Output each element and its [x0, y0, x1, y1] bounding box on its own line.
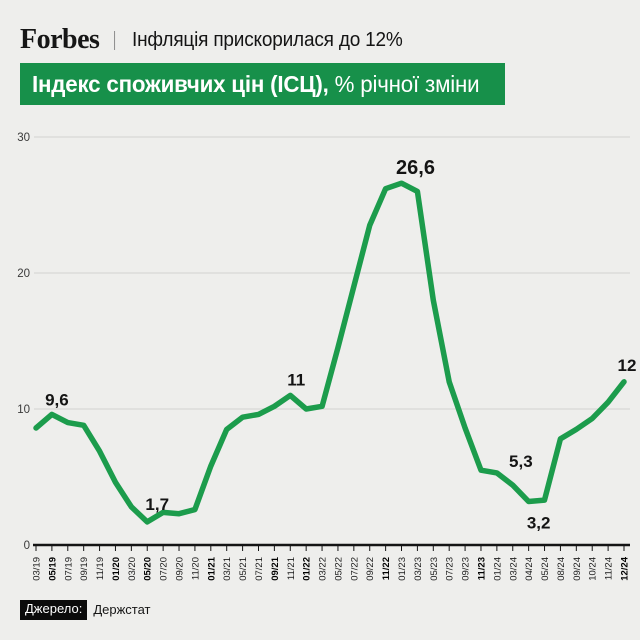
x-tick-label: 09/22 [365, 557, 376, 581]
x-tick-label: 05/24 [540, 557, 551, 581]
callout-05/19: 9,6 [45, 390, 69, 409]
x-tick-label: 05/20 [143, 557, 154, 581]
x-axis-ticks [35, 546, 625, 551]
value-callouts: 9,6 1,7 11 26,6 5,3 3,2 12 [45, 157, 636, 532]
source-label-badge: Джерело: [20, 600, 88, 620]
x-tick-label: 03/23 [413, 557, 424, 581]
callout-05/20: 1,7 [145, 495, 169, 514]
chart-title: Індекс споживчих цін (ІСЦ), % річної змі… [32, 70, 480, 97]
chart-title-sub: % річної зміни [328, 70, 480, 97]
source-row: Джерело: Держстат [20, 600, 151, 620]
headline: Інфляція прискорилася до 12% [131, 28, 403, 51]
callout-01/24: 5,3 [509, 452, 533, 471]
x-tick-label: 10/24 [588, 557, 599, 581]
callout-11/21: 11 [287, 370, 305, 389]
x-tick-label: 07/22 [349, 557, 360, 581]
x-tick-label: 05/22 [333, 557, 344, 581]
header: Forbes | Інфляція прискорилася до 12% [20, 24, 417, 56]
x-tick-label: 03/21 [222, 557, 233, 581]
x-tick-label: 01/22 [302, 557, 313, 581]
x-tick-label: 11/24 [604, 557, 615, 580]
header-divider: | [113, 28, 117, 51]
x-tick-label: 01/20 [111, 557, 122, 581]
x-tick-label: 01/24 [492, 557, 503, 581]
y-axis-labels: 0 10 20 30 [17, 132, 30, 552]
x-tick-label: 05/21 [238, 557, 249, 581]
x-tick-label: 03/22 [318, 557, 329, 581]
x-tick-label: 12/24 [620, 556, 631, 580]
x-tick-label: 03/24 [508, 557, 519, 581]
x-tick-label: 09/23 [461, 557, 472, 581]
x-tick-label: 05/23 [429, 557, 440, 581]
x-axis-labels: 03/19 05/19 07/19 09/19 11/19 01/20 03/20 05/20… [32, 556, 631, 580]
x-tick-label: 09/19 [79, 557, 90, 581]
x-tick-label: 07/20 [159, 557, 170, 581]
chart-title-main: Індекс споживчих цін (ІСЦ), [32, 70, 329, 97]
x-tick-label: 03/19 [32, 557, 43, 581]
x-tick-label: 11/21 [286, 557, 297, 580]
x-tick-label: 01/21 [206, 556, 217, 580]
x-tick-label: 11/23 [476, 557, 487, 580]
source-value: Держстат [93, 602, 151, 618]
x-tick-label: 11/22 [381, 557, 392, 580]
x-tick-label: 08/24 [556, 557, 567, 581]
x-tick-label: 09/24 [572, 557, 583, 581]
gridlines [34, 136, 630, 410]
callout-04/24: 3,2 [527, 513, 551, 532]
forbes-logo: Forbes [20, 24, 100, 55]
x-tick-label: 07/21 [254, 557, 265, 581]
x-tick-label: 11/19 [95, 557, 106, 580]
callout-12/24: 12 [618, 356, 637, 375]
x-tick-label: 09/20 [175, 557, 186, 581]
y-tick-label-30: 30 [17, 132, 30, 144]
x-tick-label: 07/23 [445, 557, 456, 581]
inflation-line [33, 180, 627, 525]
x-tick-label: 04/24 [524, 557, 535, 581]
x-tick-label: 03/20 [127, 557, 138, 581]
chart-title-banner: Індекс споживчих цін (ІСЦ), % річної змі… [20, 63, 506, 105]
y-tick-label-0: 0 [24, 540, 30, 552]
y-tick-label-20: 20 [17, 268, 30, 280]
x-tick-label: 01/23 [397, 557, 408, 581]
x-tick-label: 09/21 [270, 556, 281, 580]
x-tick-label: 07/19 [63, 557, 74, 581]
callout-01/23: 26,6 [396, 157, 435, 179]
x-tick-label: 11/20 [190, 557, 201, 580]
y-tick-label-10: 10 [17, 404, 30, 416]
x-tick-label: 05/19 [47, 557, 58, 581]
